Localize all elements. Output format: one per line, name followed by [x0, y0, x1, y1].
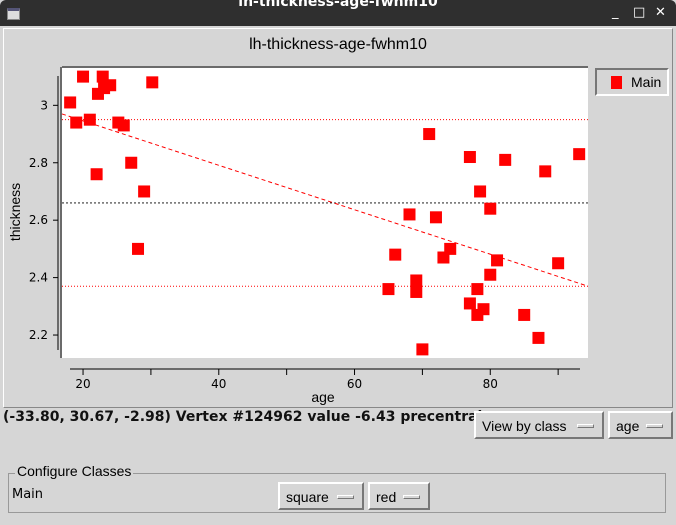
plot-title: lh-thickness-age-fwhm10 [249, 36, 427, 53]
data-point [518, 308, 531, 321]
x-tick-label: 40 [211, 377, 226, 391]
regression-line [61, 113, 589, 287]
y-tick-label: 2.2 [29, 328, 48, 342]
y-axis-label: thickness [7, 183, 23, 241]
data-point [410, 285, 423, 298]
data-point [382, 283, 395, 296]
legend-swatch-square-icon [611, 76, 622, 89]
data-point [437, 251, 450, 264]
data-point [429, 211, 442, 224]
data-point [484, 268, 497, 281]
data-point [499, 153, 512, 166]
variable-dropdown[interactable]: age [608, 411, 673, 439]
close-icon[interactable]: ✕ [655, 5, 666, 20]
x-tick-label: 20 [75, 377, 90, 391]
view-mode-dropdown[interactable]: View by class [474, 411, 604, 439]
window-icon[interactable] [7, 8, 20, 20]
data-point [64, 96, 77, 109]
data-point [77, 70, 90, 83]
x-axis-label: age [311, 389, 335, 405]
window-title: lh-thickness-age-fwhm10 [238, 0, 438, 10]
data-point [389, 248, 402, 261]
marker-dropdown[interactable]: square [278, 482, 364, 510]
data-point [146, 76, 159, 89]
x-tick-label: 60 [347, 377, 362, 391]
data-point [484, 202, 497, 215]
x-tick-label: 80 [483, 377, 498, 391]
data-point [552, 257, 565, 270]
view-mode-value: View by class [482, 418, 567, 434]
data-point [125, 156, 138, 169]
vertex-status: (-33.80, 30.67, -2.98) Vertex #124962 va… [3, 409, 483, 425]
maximize-icon[interactable]: □ [633, 5, 646, 20]
plot-area [62, 68, 588, 358]
data-point [132, 242, 145, 255]
data-point [423, 128, 436, 141]
data-point [532, 331, 545, 344]
minimize-icon[interactable]: _ [612, 5, 619, 20]
configure-classes-group [8, 473, 666, 513]
variable-value: age [616, 418, 640, 434]
data-point [463, 151, 476, 164]
data-point [410, 274, 423, 287]
dropdown-indicator-icon [577, 424, 594, 428]
data-point [70, 116, 83, 129]
data-point [83, 113, 96, 126]
y-tick-label: 2.8 [29, 156, 48, 170]
color-dropdown[interactable]: red [368, 482, 430, 510]
data-point [117, 119, 130, 132]
configure-classes-title: Configure Classes [15, 463, 134, 479]
data-point [491, 254, 504, 267]
data-point [403, 208, 416, 221]
data-point [573, 148, 586, 161]
dropdown-indicator-icon [646, 424, 663, 428]
data-point [474, 185, 487, 198]
data-point [104, 79, 117, 92]
data-point [416, 343, 429, 356]
class-name: Main [12, 487, 44, 502]
legend: Main [595, 68, 669, 96]
plot-frame [3, 28, 673, 408]
y-tick-label: 2.4 [29, 271, 48, 285]
dropdown-indicator-icon [403, 495, 420, 499]
data-point [138, 185, 151, 198]
y-tick-label: 3 [40, 98, 48, 112]
legend-label: Main [631, 74, 662, 90]
title-bar: lh-thickness-age-fwhm10 _ □ ✕ [0, 0, 676, 26]
color-value: red [376, 489, 397, 505]
y-tick-label: 2.6 [29, 213, 48, 227]
marker-value: square [286, 489, 329, 505]
data-point [471, 283, 484, 296]
data-point [471, 308, 484, 321]
scatter-chart: 20 40 60 80 2.2 2.4 2.6 2.8 3 age thickness [7, 66, 589, 405]
data-point [463, 297, 476, 310]
dropdown-indicator-icon [337, 495, 354, 499]
data-point [539, 165, 552, 178]
data-point [90, 168, 103, 181]
